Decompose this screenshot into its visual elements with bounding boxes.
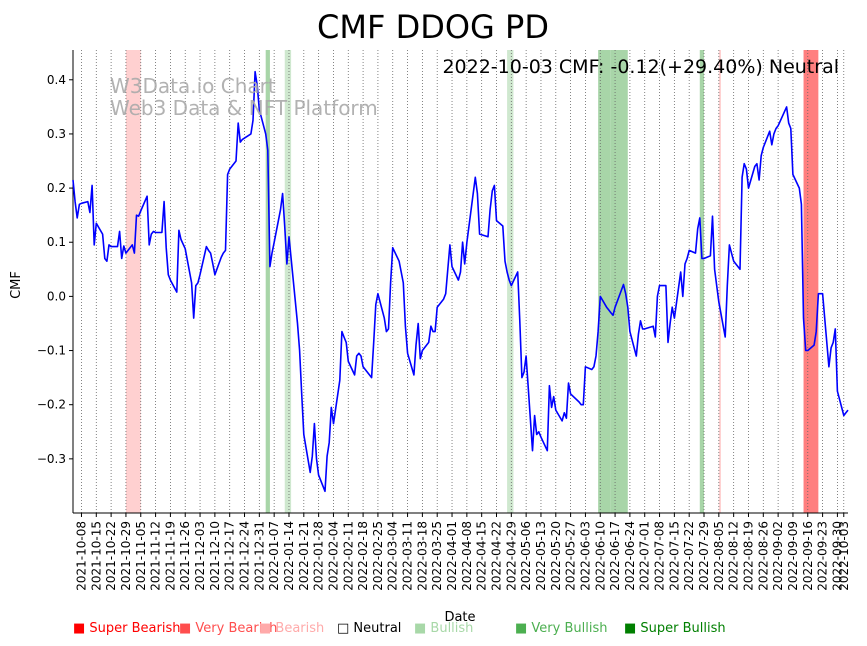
y-tick-label: 0.1 xyxy=(47,235,66,249)
legend-item-bullish: ■ Bullish xyxy=(414,621,474,636)
x-tick-label: 2021-12-17 xyxy=(223,521,237,591)
x-tick-label: 2022-06-10 xyxy=(593,521,607,591)
x-tick-label: 2021-11-12 xyxy=(149,521,163,591)
x-tick-label: 2022-06-17 xyxy=(608,521,622,591)
x-tick-label: 2022-06-24 xyxy=(623,521,637,591)
x-tick-label: 2022-03-25 xyxy=(430,521,444,591)
y-tick-label: 0.4 xyxy=(47,73,66,87)
x-tick-label: 2022-02-25 xyxy=(371,521,385,591)
x-tick-label: 2022-01-28 xyxy=(312,521,326,591)
shaded-span-7 xyxy=(718,50,721,513)
x-tick-label: 2021-11-05 xyxy=(134,521,148,591)
x-tick-label: 2022-09-16 xyxy=(801,521,815,591)
x-tick-label: 2021-10-08 xyxy=(74,521,88,591)
x-tick-label: 2022-09-02 xyxy=(771,521,785,591)
x-tick-label: 2021-12-10 xyxy=(208,521,222,591)
x-tick-label: 2022-09-30 xyxy=(830,521,844,591)
shaded-span-4 xyxy=(598,50,611,513)
x-tick-label: 2022-07-15 xyxy=(667,521,681,591)
shaded-span-1 xyxy=(265,50,270,513)
x-tick-label: 2022-04-15 xyxy=(475,521,489,591)
x-tick-label: 2022-05-13 xyxy=(534,521,548,591)
x-tick-label: 2022-03-11 xyxy=(401,521,415,591)
shaded-span-8 xyxy=(803,50,819,513)
x-tick-label: 2022-05-20 xyxy=(549,521,563,591)
x-tick-label: 2022-06-03 xyxy=(578,521,592,591)
cmf-series xyxy=(72,70,849,493)
shaded-span-5 xyxy=(610,50,628,513)
x-tick-label: 2022-01-14 xyxy=(282,521,296,591)
watermark-line-1: W3Data.io Chart xyxy=(110,74,276,98)
x-tick-label: 2021-12-31 xyxy=(252,521,266,591)
y-tick-label: −0.3 xyxy=(37,452,66,466)
axes: 2021-10-08 2021-10-15 2021-10-22 2021-10-29… xyxy=(37,50,851,591)
cmf-line xyxy=(72,70,849,493)
shaded-span-0 xyxy=(125,50,141,513)
watermark-line-2: Web3 Data & NFT Platform xyxy=(110,96,378,120)
x-tick-label: 2022-03-18 xyxy=(415,521,429,591)
x-tick-label: 2021-10-22 xyxy=(104,521,118,591)
x-tick-label: 2022-01-07 xyxy=(267,521,281,591)
latest-value-annotation: 2022-10-03 CMF: -0.12(+29.40%) Neutral xyxy=(442,56,839,78)
x-tick-label: 2022-07-22 xyxy=(682,521,696,591)
legend-item-bearish: ■ Bearish xyxy=(259,621,325,636)
x-axis-label: Date xyxy=(444,610,475,625)
y-axis-label: CMF xyxy=(9,271,24,299)
legend-item-super-bearish: ■ Super Bearish xyxy=(73,621,181,636)
y-tick-label: 0.0 xyxy=(47,289,66,303)
x-tick-label: 2022-02-11 xyxy=(341,521,355,591)
x-tick-label: 2022-03-04 xyxy=(386,521,400,591)
x-tick-label: 2022-07-08 xyxy=(653,521,667,591)
x-tick-label: 2021-12-24 xyxy=(238,521,252,591)
grid xyxy=(81,50,845,513)
x-tick-label: 2021-10-29 xyxy=(119,521,133,591)
x-tick-label: 2022-09-09 xyxy=(786,521,800,591)
x-tick-label: 2022-04-29 xyxy=(504,521,518,591)
y-tick-label: −0.1 xyxy=(37,344,66,358)
x-tick-label: 2022-04-08 xyxy=(460,521,474,591)
x-tick-label: 2022-08-19 xyxy=(741,521,755,591)
x-tick-label: 2022-08-12 xyxy=(727,521,741,591)
shaded-span-2 xyxy=(284,50,292,513)
legend-item-very-bearish: ■ Very Bearish xyxy=(179,621,278,636)
x-tick-label: 2021-11-26 xyxy=(178,521,192,591)
x-tick-label: 2022-08-05 xyxy=(712,521,726,591)
x-tick-label: 2022-05-27 xyxy=(564,521,578,591)
legend-item-super-bullish: ■ Super Bullish xyxy=(624,621,726,636)
x-tick-label: 2022-05-06 xyxy=(519,521,533,591)
x-tick-label: 2021-11-19 xyxy=(163,521,177,591)
x-tick-label: 2021-12-03 xyxy=(193,521,207,591)
x-tick-label: 2022-07-01 xyxy=(638,521,652,591)
x-tick-label: 2022-04-22 xyxy=(489,521,503,591)
x-tick-label: 2022-04-01 xyxy=(445,521,459,591)
x-tick-label: 2021-10-15 xyxy=(89,521,103,591)
y-tick-label: −0.2 xyxy=(37,398,66,412)
shaded-span-6 xyxy=(699,50,705,513)
y-tick-label: 0.3 xyxy=(47,127,66,141)
x-tick-label: 2022-08-26 xyxy=(756,521,770,591)
legend: ■ Super Bearish ■ Very Bearish ■ Bearish □ … xyxy=(0,621,867,641)
x-tick-label: 2022-02-04 xyxy=(326,521,340,591)
x-tick-label: 2022-07-29 xyxy=(697,521,711,591)
legend-item-neutral: □ Neutral xyxy=(337,621,402,636)
x-tick-label: 2022-01-21 xyxy=(297,521,311,591)
x-tick-label: 2022-02-18 xyxy=(356,521,370,591)
x-tick-label: 2022-10-03 xyxy=(837,521,851,591)
legend-item-very-bullish: ■ Very Bullish xyxy=(515,621,608,636)
chart-title: CMF DDOG PD xyxy=(317,8,549,46)
x-tick-label: 2022-09-23 xyxy=(816,521,830,591)
y-tick-label: 0.2 xyxy=(47,181,66,195)
